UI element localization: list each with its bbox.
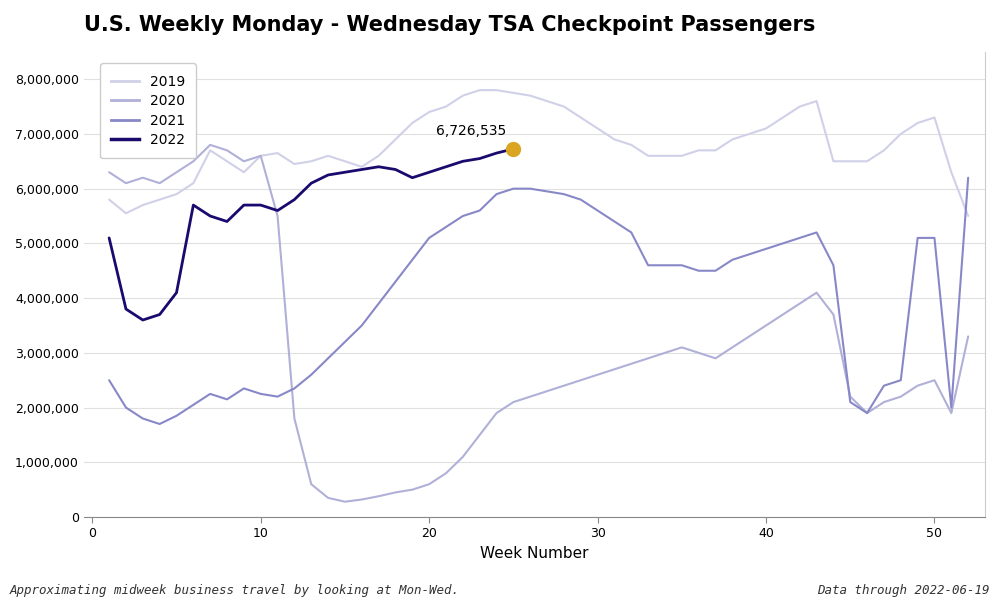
Text: Data through 2022-06-19: Data through 2022-06-19 [818,584,990,597]
2022 [389,166,401,173]
Legend: 2019, 2020, 2021, 2022: 2019, 2020, 2021, 2022 [100,64,196,158]
2022 [255,202,267,209]
2019 [676,152,688,160]
2022 [339,169,351,176]
2020 [659,349,671,356]
Text: 6,726,535: 6,726,535 [436,124,506,138]
2019 [962,212,974,220]
2021 [524,185,536,192]
Line: 2020: 2020 [109,145,968,502]
2020 [693,349,705,356]
2022 [120,305,132,313]
2022 [137,316,149,323]
2021 [154,421,166,428]
2022 [356,166,368,173]
2020 [171,169,183,176]
2019 [474,86,486,94]
2022 [322,172,334,179]
Line: 2022: 2022 [109,149,513,320]
2019 [103,196,115,203]
2022 [288,196,300,203]
X-axis label: Week Number: Week Number [480,546,589,561]
2022 [406,174,418,181]
2022 [154,311,166,318]
2020 [204,141,216,148]
2021 [423,235,435,242]
2020 [962,333,974,340]
2022 [507,145,519,152]
Line: 2019: 2019 [109,90,968,216]
2020 [592,371,604,379]
Line: 2021: 2021 [109,178,968,424]
2022 [457,158,469,165]
2022 [272,207,284,214]
2019 [171,191,183,198]
2022 [103,235,115,242]
Text: U.S. Weekly Monday - Wednesday TSA Checkpoint Passengers: U.S. Weekly Monday - Wednesday TSA Check… [84,15,815,35]
2021 [103,377,115,384]
2022 [491,149,503,157]
2019 [642,152,654,160]
2022 [474,155,486,162]
2020 [339,498,351,505]
2021 [912,235,924,242]
2022 [204,212,216,220]
2019 [912,119,924,127]
2021 [187,401,199,409]
2021 [642,262,654,269]
2020 [440,470,452,477]
2022 [221,218,233,225]
2019 [406,119,418,127]
2022 [305,179,317,187]
2020 [103,169,115,176]
2022 [171,289,183,296]
2022 [187,202,199,209]
2022 [423,169,435,176]
2019 [524,92,536,99]
Text: Approximating midweek business travel by looking at Mon-Wed.: Approximating midweek business travel by… [10,584,460,597]
2022 [238,202,250,209]
2022 [373,163,385,170]
2020 [541,388,553,395]
2022 [440,163,452,170]
2021 [676,262,688,269]
2021 [962,174,974,181]
